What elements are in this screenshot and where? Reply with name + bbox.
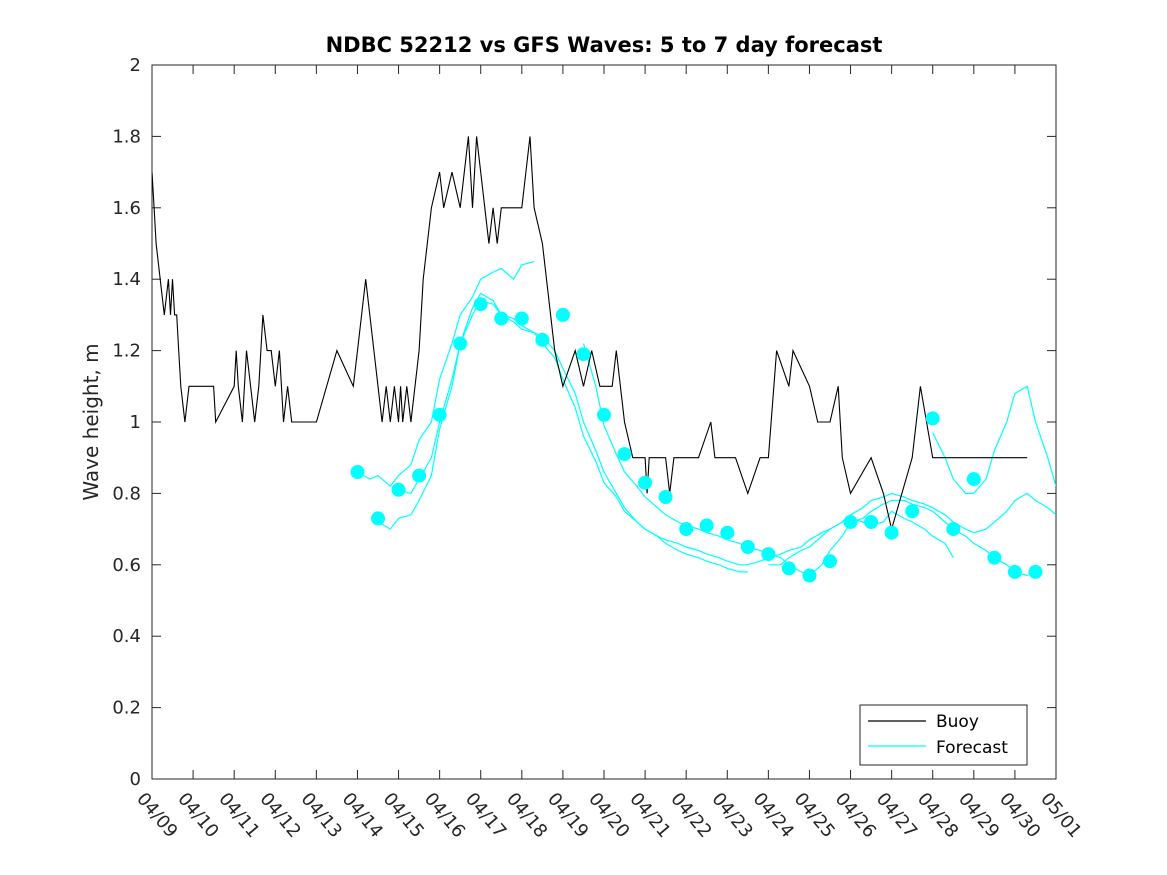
forecast-point (781, 561, 796, 576)
forecast-point (576, 347, 591, 362)
y-tick-label: 1.2 (112, 341, 141, 362)
forecast-run-line (932, 385, 1056, 494)
legend-box (859, 704, 1028, 766)
forecast-point (966, 472, 981, 487)
forecast-point (1028, 564, 1043, 579)
forecast-point (987, 550, 1002, 565)
forecast-point (432, 407, 447, 422)
forecast-point (761, 547, 776, 562)
forecast-point (1007, 564, 1022, 579)
forecast-point (658, 490, 673, 504)
y-tick-label: 0.4 (112, 626, 141, 647)
forecast-point (802, 568, 817, 583)
forecast-point (720, 525, 735, 540)
legend-entry-buoy: Buoy (936, 712, 979, 732)
forecast-point (638, 475, 653, 490)
forecast-point (925, 411, 940, 426)
y-tick-label: 1.8 (112, 126, 141, 147)
forecast-point (884, 525, 899, 540)
y-tick-label: 2 (130, 55, 141, 76)
forecast-point (412, 468, 427, 483)
forecast-point (535, 332, 550, 347)
y-tick-label: 0 (130, 769, 141, 790)
forecast-point (617, 447, 632, 462)
forecast-run-line (377, 292, 748, 573)
y-tick-label: 0.6 (112, 555, 141, 576)
forecast-run-line (398, 299, 954, 566)
forecast-run-line (357, 260, 535, 488)
forecast-point (514, 311, 529, 326)
y-tick-label: 1 (130, 412, 141, 433)
y-axis-label: Wave height, m (79, 343, 103, 500)
forecast-point (597, 407, 611, 422)
forecast-point (555, 307, 570, 322)
forecast-point (843, 515, 858, 529)
legend: Buoy Forecast (859, 704, 1028, 766)
forecast-point (391, 482, 406, 497)
y-tick-label: 1.6 (112, 198, 141, 219)
y-tick-label: 0.2 (112, 698, 141, 719)
forecast-point (864, 515, 879, 529)
forecast-run-line (768, 492, 1056, 566)
forecast-point (350, 465, 365, 479)
y-tick-label: 1.4 (112, 269, 141, 290)
forecast-point (946, 522, 961, 537)
forecast-point (679, 522, 694, 537)
legend-entry-forecast: Forecast (936, 738, 1008, 758)
forecast-point (494, 311, 509, 326)
chart-title: NDBC 52212 vs GFS Waves: 5 to 7 day fore… (326, 33, 883, 57)
y-tick-label: 0.8 (112, 483, 141, 504)
forecast-point (371, 511, 385, 526)
forecast-point (905, 504, 920, 519)
forecast-point (453, 336, 468, 351)
forecast-point (699, 518, 714, 533)
forecast-point (823, 554, 837, 569)
forecast-point (473, 297, 488, 312)
buoy-line (152, 136, 1028, 532)
forecast-point (740, 540, 755, 554)
